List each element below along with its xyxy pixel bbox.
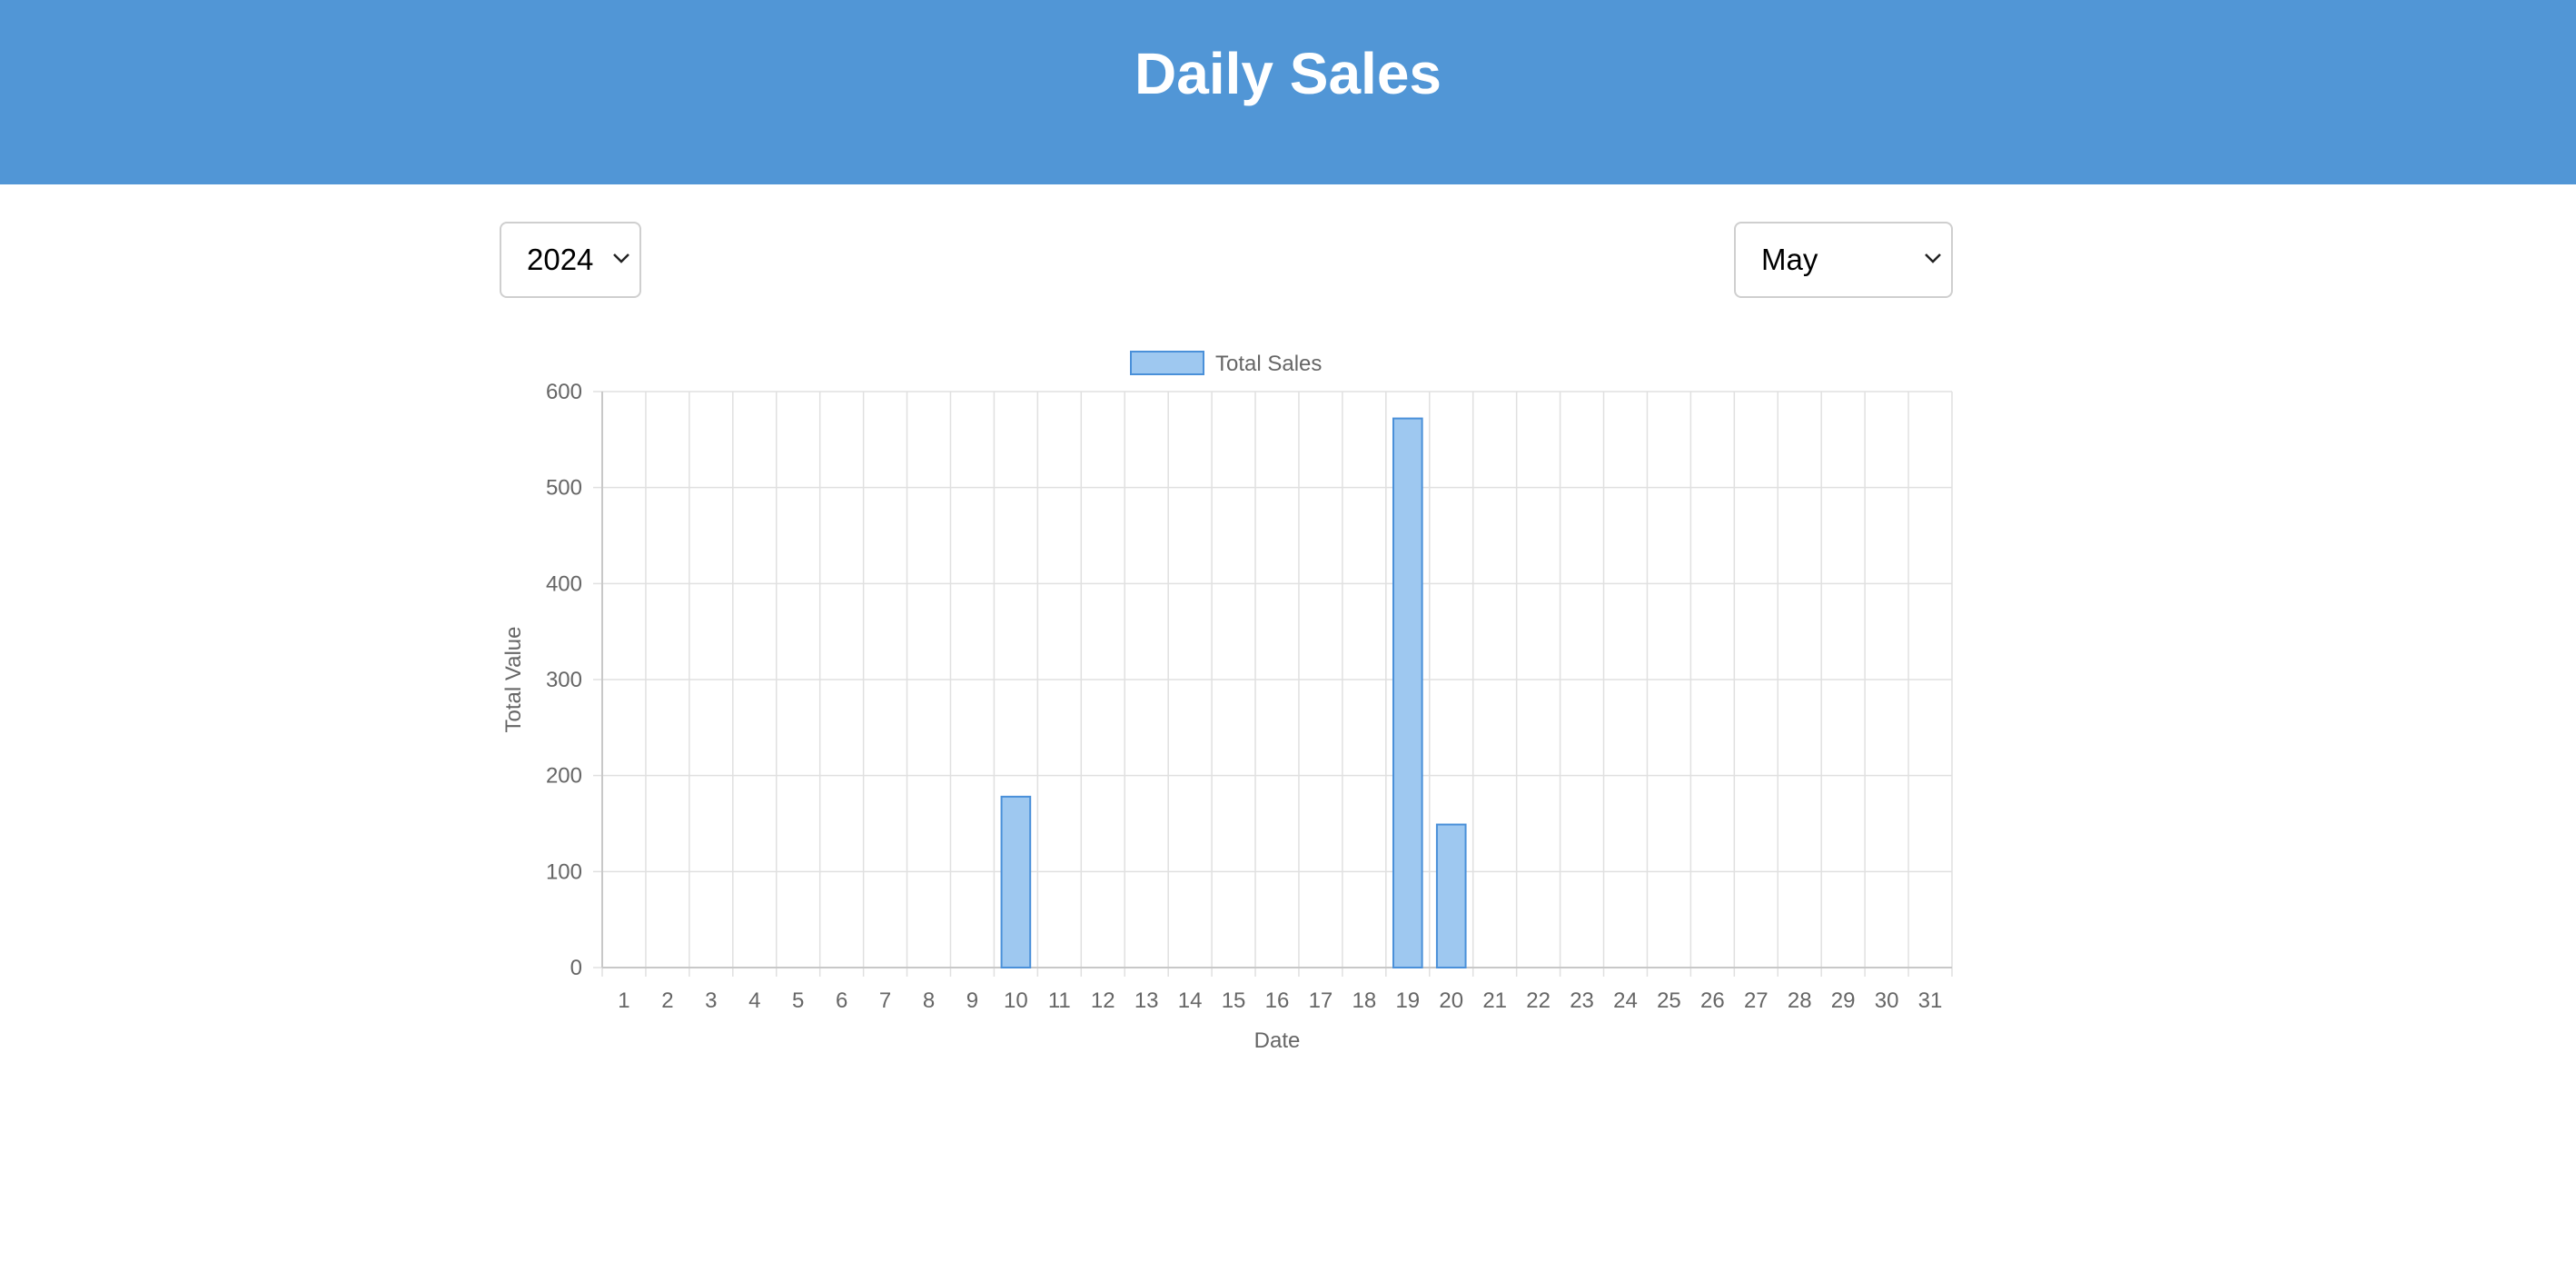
x-tick-label: 4 — [748, 988, 760, 1013]
x-tick-label: 31 — [1918, 988, 1943, 1013]
x-tick-label: 27 — [1744, 988, 1769, 1013]
chevron-down-icon — [1925, 253, 1941, 263]
x-tick-label: 13 — [1134, 988, 1159, 1013]
bar-day-10 — [1000, 795, 1032, 968]
x-tick-label: 8 — [923, 988, 935, 1013]
x-tick-label: 18 — [1352, 988, 1377, 1013]
chart-grid — [593, 391, 1953, 977]
x-tick-label: 29 — [1831, 988, 1856, 1013]
x-tick-label: 15 — [1222, 988, 1246, 1013]
page-title: Daily Sales — [1134, 41, 1442, 106]
year-select[interactable]: 2024 — [500, 222, 641, 298]
y-tick-label: 500 — [546, 476, 582, 501]
x-axis-title: Date — [1254, 1028, 1301, 1053]
x-tick-label: 28 — [1788, 988, 1812, 1013]
x-tick-label: 14 — [1178, 988, 1203, 1013]
y-tick-label: 0 — [570, 956, 582, 980]
x-tick-label: 7 — [879, 988, 891, 1013]
y-tick-label: 300 — [546, 668, 582, 692]
x-tick-label: 30 — [1875, 988, 1899, 1013]
legend-label: Total Sales — [1215, 352, 1322, 376]
y-tick-label: 600 — [546, 380, 582, 404]
x-tick-label: 21 — [1482, 988, 1507, 1013]
bar-day-20 — [1435, 823, 1467, 968]
x-tick-label: 10 — [1004, 988, 1028, 1013]
x-tick-label: 11 — [1048, 988, 1071, 1013]
x-tick-label: 26 — [1700, 988, 1725, 1013]
bar-day-19 — [1392, 417, 1423, 968]
x-tick-label: 1 — [618, 988, 629, 1013]
x-tick-label: 25 — [1657, 988, 1681, 1013]
chevron-down-icon — [613, 253, 629, 263]
x-tick-label: 12 — [1091, 988, 1115, 1013]
x-tick-label: 22 — [1526, 988, 1551, 1013]
y-tick-label: 100 — [546, 859, 582, 884]
x-tick-label: 17 — [1309, 988, 1333, 1013]
month-select-value: May — [1761, 243, 1818, 276]
x-tick-label: 24 — [1613, 988, 1638, 1013]
month-select[interactable]: May — [1734, 222, 1953, 298]
x-tick-label: 6 — [836, 988, 847, 1013]
x-tick-label: 2 — [661, 988, 673, 1013]
page-header: Daily Sales — [0, 0, 2576, 184]
year-select-value: 2024 — [527, 243, 594, 276]
x-tick-label: 19 — [1395, 988, 1420, 1013]
x-tick-label: 16 — [1265, 988, 1290, 1013]
y-tick-label: 200 — [546, 764, 582, 789]
y-tick-label: 400 — [546, 571, 582, 596]
x-tick-label: 23 — [1570, 988, 1594, 1013]
y-axis-title: Total Value — [501, 627, 526, 733]
x-tick-label: 3 — [705, 988, 717, 1013]
x-tick-label: 5 — [792, 988, 804, 1013]
legend-swatch — [1130, 351, 1204, 375]
chart-legend: Total Sales — [1130, 351, 1322, 376]
x-tick-label: 9 — [966, 988, 978, 1013]
x-tick-label: 20 — [1439, 988, 1463, 1013]
